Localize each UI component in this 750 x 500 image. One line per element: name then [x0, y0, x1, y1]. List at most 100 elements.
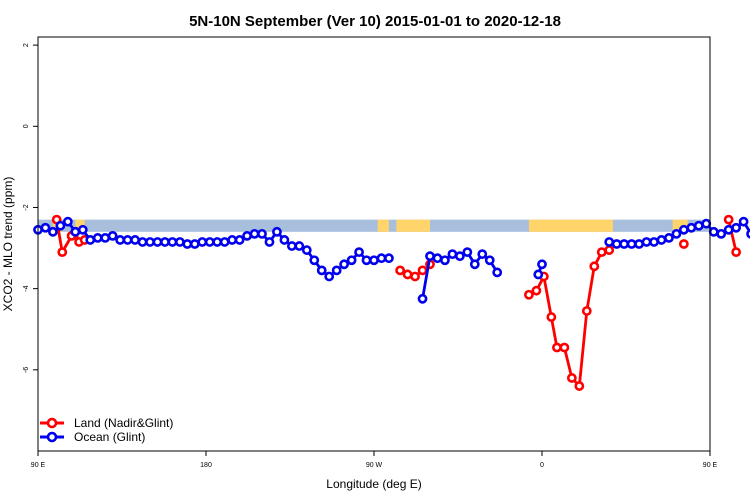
ocean-point: [432, 253, 443, 264]
ocean-point: [746, 229, 750, 239]
ocean-point: [641, 237, 652, 247]
ocean-point: [649, 237, 659, 247]
ocean-point: [219, 237, 230, 247]
ocean-point: [354, 247, 364, 258]
ocean-point: [145, 237, 155, 247]
ocean-point: [376, 253, 387, 264]
ocean-point: [626, 239, 637, 249]
ocean-point: [160, 237, 170, 247]
ocean-point: [249, 228, 260, 239]
y-tick-label: -6: [23, 367, 30, 373]
legend-land-label: Land (Nadir&Glint): [74, 416, 173, 430]
land-point: [731, 247, 742, 258]
ocean-point: [484, 255, 495, 266]
ocean-point: [174, 237, 185, 247]
ocean-point: [678, 224, 689, 235]
land-point: [417, 265, 428, 276]
ocean-point: [693, 220, 704, 231]
ocean-point: [664, 233, 674, 243]
y-tick-label: -4: [23, 285, 30, 291]
y-tick-label: 0: [23, 124, 30, 128]
ocean-point: [100, 233, 111, 243]
ocean-point: [384, 253, 394, 264]
ocean-point: [462, 247, 473, 258]
ocean-point: [316, 265, 327, 276]
ocean-point: [492, 267, 503, 278]
ocean-point: [62, 216, 73, 227]
x-tick-label: 90 E: [31, 462, 46, 469]
land-strip-span-3: [396, 219, 430, 232]
ocean-point: [723, 224, 734, 235]
ocean-point: [167, 237, 178, 247]
legend-ocean-label: Ocean (Glint): [74, 430, 145, 444]
x-axis: 90 E 180 90 W 0 90 E: [31, 451, 718, 469]
land-point: [574, 381, 585, 391]
ocean-point: [137, 237, 148, 247]
ocean-point: [189, 239, 200, 249]
land-point: [678, 239, 689, 249]
land-strip-span-2: [377, 219, 389, 232]
ocean-point: [619, 239, 630, 249]
land-strip-span-1: [75, 219, 85, 232]
x-tick-label: 180: [200, 462, 212, 469]
ocean-point: [331, 265, 342, 276]
ocean-point: [738, 216, 749, 227]
ocean-point: [227, 235, 238, 245]
ocean-point: [301, 245, 312, 255]
land-point: [589, 261, 600, 272]
ocean-point: [85, 235, 96, 245]
ocean-point: [454, 251, 465, 262]
ocean-point: [107, 230, 118, 241]
ocean-point: [346, 255, 357, 266]
land-point: [552, 342, 562, 353]
y-axis-label: XCO2 - MLO trend (ppm): [1, 177, 15, 312]
ocean-point: [279, 235, 290, 245]
land-point: [604, 245, 615, 255]
ocean-point: [286, 241, 297, 251]
chart-title: 5N-10N September (Ver 10) 2015-01-01 to …: [189, 13, 561, 30]
ocean-point: [197, 237, 208, 247]
ocean-point: [182, 239, 193, 249]
ocean-point: [48, 226, 58, 237]
ocean-point: [477, 249, 488, 260]
plot-area: [33, 214, 750, 391]
ocean-point: [242, 230, 252, 241]
ocean-point: [339, 259, 350, 270]
ocean-point: [115, 235, 126, 245]
ocean-point: [40, 222, 51, 233]
land-point: [723, 214, 734, 225]
land-point: [531, 285, 542, 296]
ocean-point: [604, 237, 615, 247]
x-axis-label: Longitude (deg E): [326, 477, 421, 491]
ocean-point: [92, 233, 103, 243]
ocean-point: [671, 228, 682, 239]
y-tick-label: -2: [23, 204, 30, 210]
ocean-point: [294, 241, 305, 251]
ocean-point: [204, 237, 215, 247]
ocean-point: [324, 271, 335, 282]
land-point: [559, 342, 570, 353]
ocean-point: [361, 255, 372, 266]
ocean-point: [469, 259, 480, 270]
land-point: [410, 271, 420, 282]
ocean-point: [55, 220, 66, 231]
surface-strip: [38, 219, 710, 232]
ocean-point: [447, 249, 458, 260]
ocean-point: [152, 237, 163, 247]
legend-ocean-marker: [46, 431, 58, 443]
ocean-point: [656, 235, 667, 245]
ocean-point: [257, 228, 267, 239]
ocean-point: [533, 269, 544, 280]
ocean-point: [212, 237, 223, 247]
ocean-point: [309, 255, 320, 266]
land-point: [57, 247, 68, 258]
land-point: [596, 247, 607, 258]
land-point: [581, 306, 592, 316]
x-tick-label: 90 W: [366, 462, 383, 469]
ocean-point: [731, 222, 742, 233]
ocean-point: [634, 239, 644, 249]
ocean-point: [716, 228, 727, 239]
ocean-point: [417, 293, 428, 304]
land-point: [524, 289, 534, 300]
